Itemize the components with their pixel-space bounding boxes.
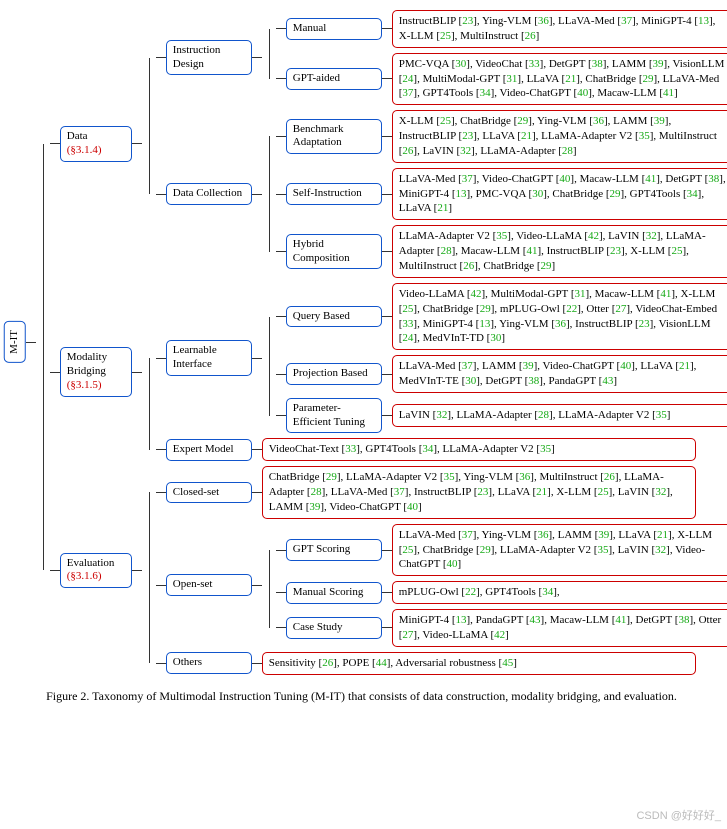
tree-node: Manual Scoring bbox=[286, 582, 382, 604]
leaf-content: LLaVA-Med [37], Video-ChatGPT [40], Maca… bbox=[392, 168, 727, 221]
connector bbox=[262, 110, 276, 278]
tree-node: Case Study bbox=[286, 617, 382, 639]
tree-node: Expert Model bbox=[166, 439, 252, 461]
tree-branch: Self-Instruction LLaVA-Med [37], Video-Ch… bbox=[276, 168, 727, 221]
tree-branch: GPT-aided PMC-VQA [30], VideoChat [33], D… bbox=[276, 53, 727, 106]
leaf-content: LLaMA-Adapter V2 [35], Video-LLaMA [42],… bbox=[392, 225, 727, 278]
leaf-content: ChatBridge [29], LLaMA-Adapter V2 [35], … bbox=[262, 466, 696, 519]
tree-node: GPT Scoring bbox=[286, 539, 382, 561]
leaf-content: InstructBLIP [23], Ying-VLM [36], LLaVA-… bbox=[392, 10, 727, 48]
tree-node: Query Based bbox=[286, 306, 382, 328]
leaf-content: Video-LLaMA [42], MultiModal-GPT [31], M… bbox=[392, 283, 727, 350]
tree-branch: Data(§3.1.4)Instruction DesignManualInst… bbox=[50, 10, 727, 278]
tree-node: Instruction Design bbox=[166, 40, 252, 76]
tree-node: Data Collection bbox=[166, 183, 252, 205]
leaf-content: LLaVA-Med [37], LAMM [39], Video-ChatGPT… bbox=[392, 355, 727, 393]
tree-node: Benchmark Adaptation bbox=[286, 119, 382, 155]
tree-node: Manual bbox=[286, 18, 382, 40]
connector bbox=[262, 283, 276, 434]
tree-branch: Closed-set ChatBridge [29], LLaMA-Adapter… bbox=[156, 466, 727, 519]
tree-branch: Parameter-Efficient Tuning LaVIN [32], LL… bbox=[276, 398, 727, 434]
tree-branch: Open-set GPT Scoring LLaVA-Med [37], Ying-… bbox=[156, 524, 727, 647]
leaf-content: MiniGPT-4 [13], PandaGPT [43], Macaw-LLM… bbox=[392, 609, 727, 647]
tree-node: Learnable Interface bbox=[166, 340, 252, 376]
tree-branch: GPT Scoring LLaVA-Med [37], Ying-VLM [36]… bbox=[276, 524, 727, 577]
tree-branch: Query Based Video-LLaMA [42], MultiModal-… bbox=[276, 283, 727, 350]
leaf-content: X-LLM [25], ChatBridge [29], Ying-VLM [3… bbox=[392, 110, 727, 163]
tree-node: Modality Bridging(§3.1.5) bbox=[60, 347, 132, 396]
connector bbox=[142, 466, 156, 674]
connector bbox=[36, 10, 50, 675]
leaf-content: LaVIN [32], LLaMA-Adapter [28], LLaMA-Ad… bbox=[392, 404, 727, 427]
tree-branch: Others Sensitivity [26], POPE [44], Adver… bbox=[156, 652, 727, 675]
tree-node: Closed-set bbox=[166, 482, 252, 504]
leaf-content: mPLUG-Owl [22], GPT4Tools [34], bbox=[392, 581, 727, 604]
tree-node: Evaluation(§3.1.6) bbox=[60, 553, 132, 589]
figure-caption: Figure 2. Taxonomy of Multimodal Instruc… bbox=[4, 689, 719, 704]
tree-node: Parameter-Efficient Tuning bbox=[286, 398, 382, 434]
tree-branch: Hybrid Composition LLaMA-Adapter V2 [35],… bbox=[276, 225, 727, 278]
leaf-content: VideoChat-Text [33], GPT4Tools [34], LLa… bbox=[262, 438, 696, 461]
tree-branch: Learnable Interface Query Based Video-LLaM… bbox=[156, 283, 727, 434]
tree-branch: Manual InstructBLIP [23], Ying-VLM [36], … bbox=[276, 10, 727, 48]
tree-node: Open-set bbox=[166, 574, 252, 596]
watermark: CSDN @好好好_ bbox=[636, 807, 721, 823]
tree-branch: Benchmark Adaptation X-LLM [25], ChatBrid… bbox=[276, 110, 727, 163]
tree-branch: Modality Bridging(§3.1.5) Learnable Inter… bbox=[50, 283, 727, 461]
tree-node: Self-Instruction bbox=[286, 183, 382, 205]
connector bbox=[262, 10, 276, 105]
root-node: M-IT bbox=[4, 321, 26, 363]
connector bbox=[142, 283, 156, 461]
tree-node: Hybrid Composition bbox=[286, 234, 382, 270]
connector bbox=[142, 10, 156, 278]
connector bbox=[262, 524, 276, 647]
taxonomy-tree: M-IT Data(§3.1.4) Instruction Design Manual… bbox=[4, 10, 719, 675]
tree-branch: Data Collection Benchmark Adaptation X-LLM… bbox=[156, 110, 727, 278]
tree-branch: Evaluation(§3.1.6) Closed-set ChatBridge [… bbox=[50, 466, 727, 674]
tree-node: Data(§3.1.4) bbox=[60, 126, 132, 162]
leaf-content: Sensitivity [26], POPE [44], Adversarial… bbox=[262, 652, 696, 675]
tree-branch: Projection Based LLaVA-Med [37], LAMM [39… bbox=[276, 355, 727, 393]
tree-node: Projection Based bbox=[286, 363, 382, 385]
tree-branch: Manual Scoring mPLUG-Owl [22], GPT4Tools … bbox=[276, 581, 727, 604]
tree-branch: Instruction Design Manual InstructBLIP [23… bbox=[156, 10, 727, 105]
tree-branch: Expert Model VideoChat-Text [33], GPT4Too… bbox=[156, 438, 727, 461]
tree-branch: Case Study MiniGPT-4 [13], PandaGPT [43],… bbox=[276, 609, 727, 647]
leaf-content: PMC-VQA [30], VideoChat [33], DetGPT [38… bbox=[392, 53, 727, 106]
tree-node: GPT-aided bbox=[286, 68, 382, 90]
leaf-content: LLaVA-Med [37], Ying-VLM [36], LAMM [39]… bbox=[392, 524, 727, 577]
tree-node: Others bbox=[166, 652, 252, 674]
